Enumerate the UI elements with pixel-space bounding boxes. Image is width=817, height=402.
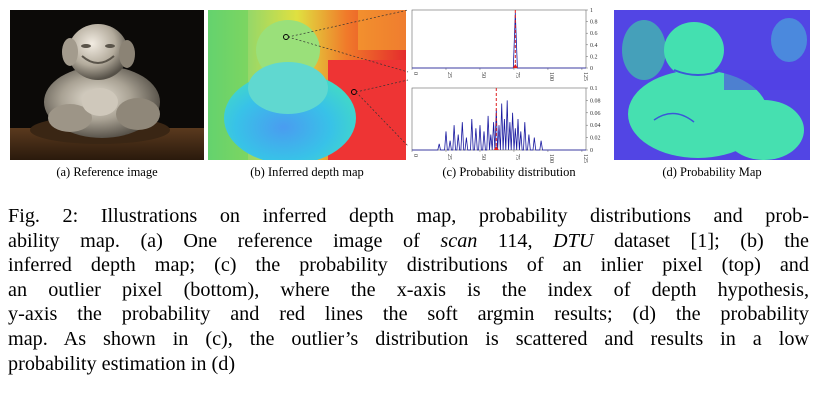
y-tick-label: 0.06 xyxy=(590,111,601,117)
inlier-distribution-chart: 0 0.2 0.4 0.6 0.8 1 0 25 50 75 100 125 xyxy=(411,8,598,81)
caption-a: (a) Reference image xyxy=(56,165,158,179)
probability-map xyxy=(614,10,810,160)
x-tick-label: 0 xyxy=(412,154,418,157)
y-tick-label: 0.6 xyxy=(590,31,598,37)
x-tick-label: 0 xyxy=(412,72,418,75)
caption-d: (d) Probability Map xyxy=(662,165,762,179)
scan-term: scan xyxy=(440,229,478,252)
x-tick-label: 75 xyxy=(514,154,520,160)
reference-image xyxy=(10,10,204,160)
reference-image-panel xyxy=(10,10,204,160)
caption-line-4: an outlier pixel (bottom), where the x-a… xyxy=(8,278,809,301)
y-tick-label: 0.2 xyxy=(590,54,598,60)
plot-frame xyxy=(411,87,587,151)
depth-map-panel xyxy=(208,10,406,160)
y-tick-label: 0 xyxy=(590,148,593,154)
caption-line-3: inferred depth map; (c) the probability … xyxy=(8,254,809,277)
probability-map-panel xyxy=(614,10,810,160)
y-tick-label: 0.02 xyxy=(590,136,601,142)
probability-series-line xyxy=(412,100,586,151)
outlier-distribution-chart: 0 0.02 0.04 0.06 0.08 0.1 0 25 50 75 100 125 xyxy=(411,86,601,163)
caption-b: (b) Inferred depth map xyxy=(250,165,364,179)
y-tick-label: 0.1 xyxy=(590,86,598,92)
y-tick-label: 0.04 xyxy=(590,123,601,129)
soft-argmin-marker xyxy=(493,146,499,150)
caption-line-6: map. As shown in (c), the outlier’s dist… xyxy=(8,327,809,350)
caption-c: (c) Probability distribution xyxy=(442,165,576,179)
x-tick-label: 125 xyxy=(582,154,588,163)
y-tick-label: 0 xyxy=(590,66,593,72)
probability-charts-panel: 0 0.2 0.4 0.6 0.8 1 0 25 50 75 100 125 0 0.02 0.04 0.0… xyxy=(408,6,608,166)
caption-line-2: ability map. (a) One reference image of … xyxy=(8,229,809,252)
x-tick-label: 75 xyxy=(514,72,520,78)
x-tick-label: 25 xyxy=(446,72,452,78)
caption-line-7: probability estimation in (d) xyxy=(8,352,236,375)
depth-map xyxy=(208,10,406,160)
x-tick-label: 125 xyxy=(582,72,588,81)
dtu-term: DTU xyxy=(553,229,594,252)
x-tick-label: 50 xyxy=(480,154,486,160)
soft-argmin-marker xyxy=(512,64,518,68)
y-tick-label: 1 xyxy=(590,8,593,14)
y-tick-label: 0.8 xyxy=(590,20,598,26)
y-tick-label: 0.08 xyxy=(590,98,601,104)
x-tick-label: 100 xyxy=(548,154,554,163)
x-tick-label: 50 xyxy=(480,72,486,78)
x-tick-label: 100 xyxy=(548,72,554,81)
y-tick-label: 0.4 xyxy=(590,43,598,49)
caption-line-5: y-axis the probability and red lines the… xyxy=(8,303,809,326)
plot-frame xyxy=(411,9,587,69)
x-tick-label: 25 xyxy=(446,154,452,160)
caption-line-1: Fig. 2: Illustrations on inferred depth … xyxy=(8,205,809,227)
figure-caption: Fig. 2: Illustrations on inferred depth … xyxy=(8,204,809,376)
